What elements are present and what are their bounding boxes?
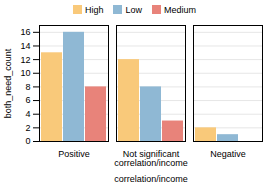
html-text:Medium: Medium — [164, 4, 196, 15]
svg-text:6: 6 — [25, 95, 30, 105]
svg-text:4: 4 — [25, 109, 30, 119]
svg-text:0: 0 — [25, 136, 30, 146]
svg-text:Not significantcorrelation/inc: Not significantcorrelation/income — [114, 149, 188, 168]
svg-text:Negative: Negative — [210, 149, 246, 159]
svg-text:16: 16 — [20, 27, 30, 37]
html-text:High: High — [85, 4, 104, 15]
html-text:Low: Low — [125, 4, 142, 15]
svg-text:10: 10 — [20, 68, 30, 78]
svg-text:2: 2 — [25, 123, 30, 133]
svg-text:Positive: Positive — [58, 149, 90, 159]
svg-text:correlation/income: correlation/income — [114, 174, 188, 184]
svg-text:8: 8 — [25, 82, 30, 92]
svg-text:both_need_count: both_need_count — [3, 48, 13, 118]
svg-text:12: 12 — [20, 54, 30, 64]
svg-text:14: 14 — [20, 41, 30, 51]
